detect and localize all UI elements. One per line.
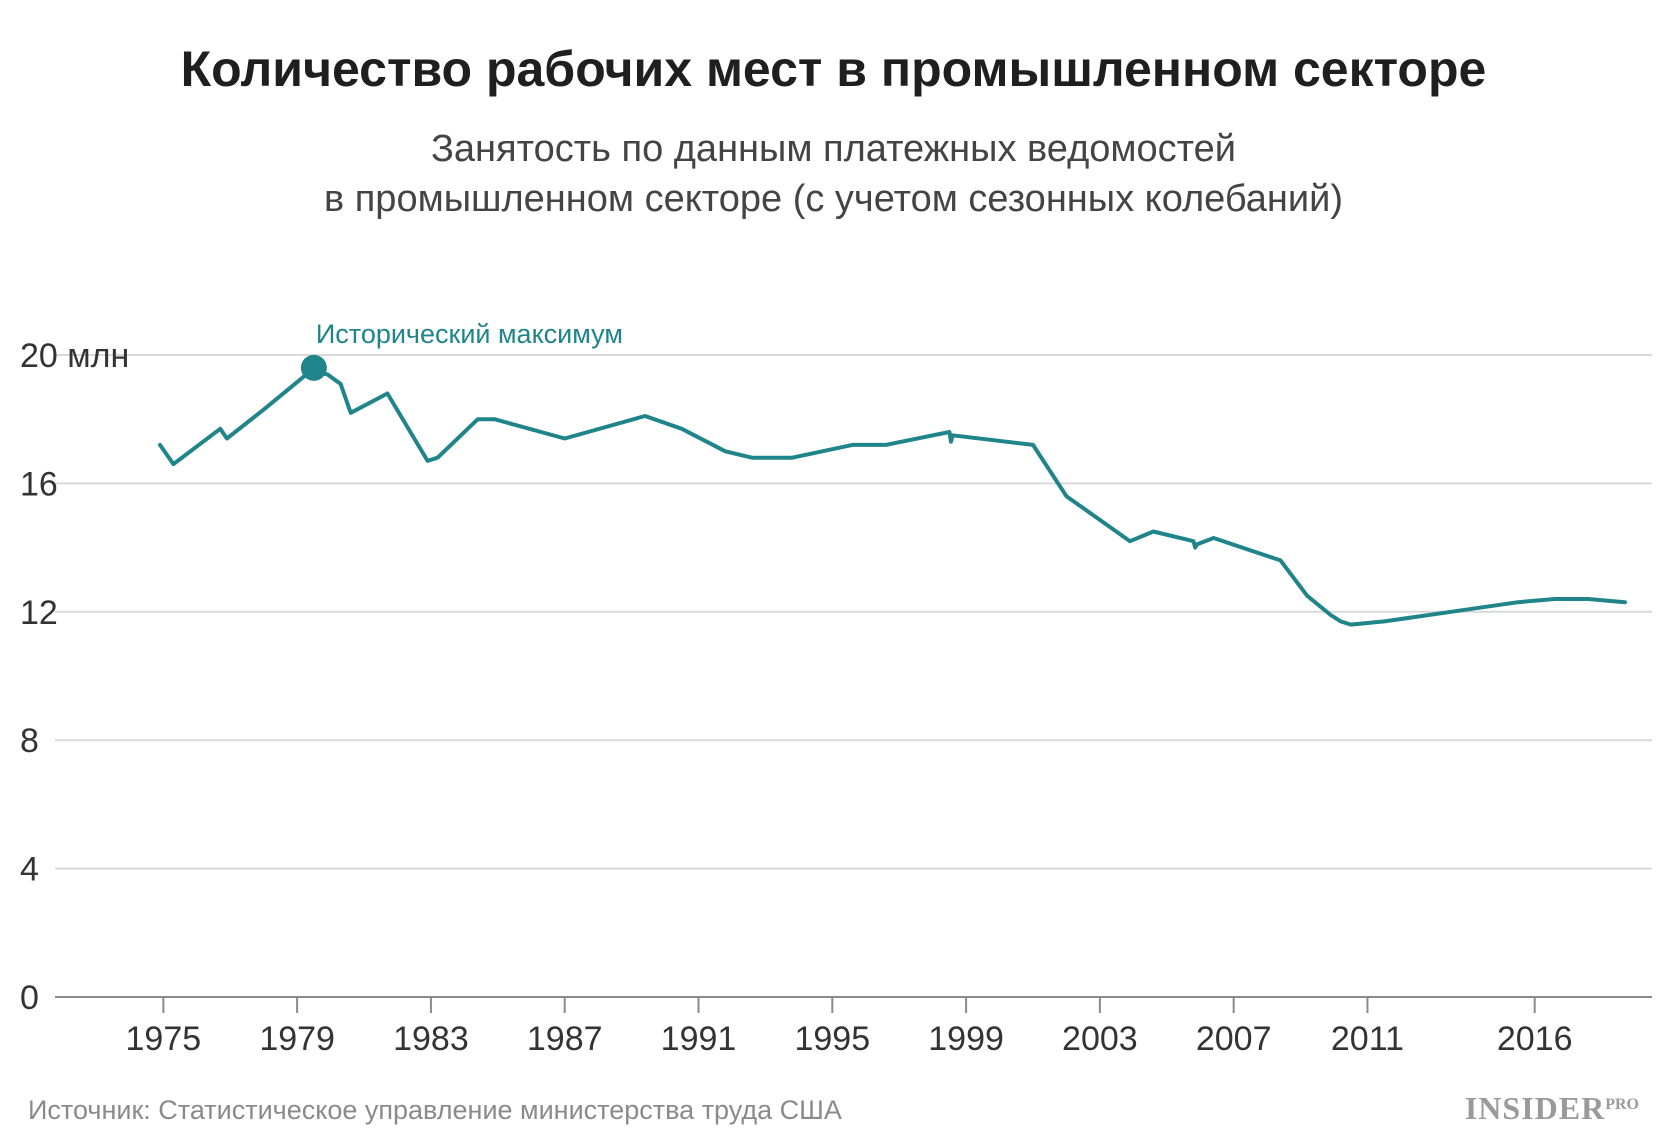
insider-pro-logo: INSIDERPRO: [1465, 1090, 1639, 1127]
x-axis: 1975 1979 1983 1987 1991 1995 1999 2003 2007 2011…: [55, 996, 1652, 1058]
x-tick-label-2016: 2016: [1497, 1020, 1573, 1058]
peak-marker: [300, 354, 327, 381]
y-tick-label-12: 12: [20, 594, 58, 632]
x-tick-label-2011: 2011: [1331, 1020, 1404, 1058]
y-tick-label-16: 16: [20, 465, 58, 503]
chart-subtitle-line2: в промышленном секторе (с учетом сезонны…: [323, 178, 1344, 220]
y-tick-label-4: 4: [20, 851, 39, 889]
y-tick-label-0: 0: [20, 979, 39, 1017]
logo-sup: PRO: [1605, 1096, 1639, 1113]
x-tick-label-1975: 1975: [126, 1020, 202, 1058]
chart-subtitle-line1: Занятость по данным платежных ведомостей: [430, 128, 1237, 170]
annotation-layer: Исторический максимум: [300, 319, 623, 381]
x-tick-label-1979: 1979: [259, 1020, 335, 1058]
chart-title: Количество рабочих мест в промышленном с…: [180, 41, 1487, 97]
x-tick-label-2007: 2007: [1196, 1020, 1272, 1058]
series-line-0: [158, 369, 1627, 627]
x-tick-label-1995: 1995: [794, 1020, 870, 1058]
x-tick-label-2003: 2003: [1062, 1020, 1138, 1058]
y-tick-label-8: 8: [20, 722, 39, 760]
x-tick-label-1999: 1999: [928, 1020, 1004, 1058]
series-layer: [158, 369, 1627, 627]
grid-layer: [55, 354, 1652, 870]
y-axis-labels: 0 4 8 12 16 20 млн: [20, 337, 129, 1017]
source-note: Источник: Статистическое управление мини…: [28, 1095, 842, 1125]
x-tick-label-1991: 1991: [661, 1020, 737, 1058]
x-tick-label-1983: 1983: [393, 1020, 469, 1058]
logo-main: INSIDER: [1464, 1090, 1606, 1126]
x-tick-label-1987: 1987: [527, 1020, 603, 1058]
y-tick-label-20: 20 млн: [20, 337, 129, 375]
annotation-label: Исторический максимум: [316, 319, 623, 349]
